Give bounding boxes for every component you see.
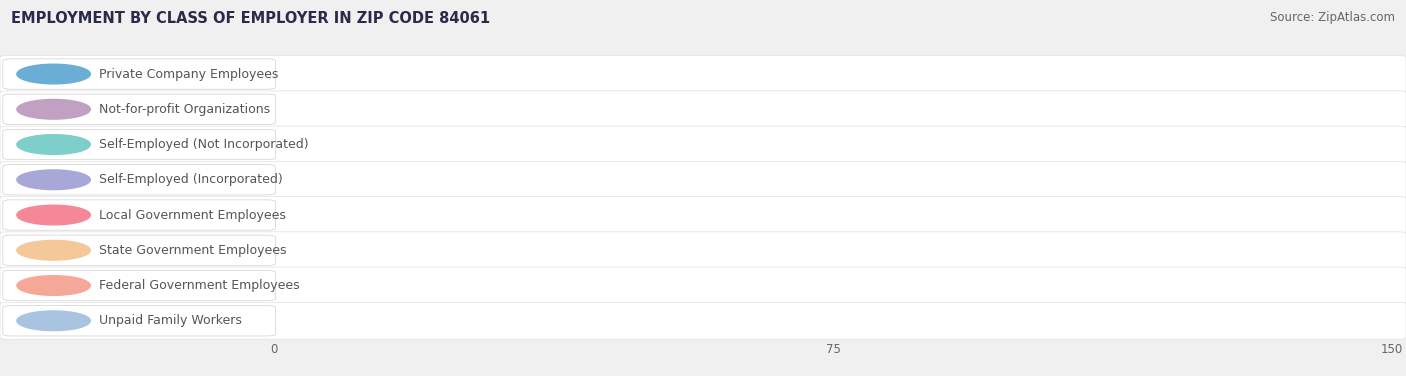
Text: State Government Employees: State Government Employees: [98, 244, 287, 257]
FancyBboxPatch shape: [270, 256, 312, 315]
Text: 9: 9: [353, 209, 360, 221]
Text: Private Company Employees: Private Company Employees: [98, 68, 278, 80]
FancyBboxPatch shape: [270, 150, 389, 209]
Text: 143: 143: [1306, 68, 1329, 80]
Text: 0: 0: [319, 279, 326, 292]
Text: Source: ZipAtlas.com: Source: ZipAtlas.com: [1270, 11, 1395, 24]
Text: 0: 0: [319, 314, 326, 327]
Text: Unpaid Family Workers: Unpaid Family Workers: [98, 314, 242, 327]
Text: Not-for-profit Organizations: Not-for-profit Organizations: [98, 103, 270, 116]
Text: 24: 24: [464, 103, 479, 116]
Text: 15: 15: [396, 173, 412, 186]
FancyBboxPatch shape: [270, 185, 344, 245]
FancyBboxPatch shape: [270, 115, 396, 174]
FancyBboxPatch shape: [270, 80, 457, 139]
FancyBboxPatch shape: [270, 221, 312, 280]
Text: Federal Government Employees: Federal Government Employees: [98, 279, 299, 292]
Text: 0: 0: [319, 244, 326, 257]
Text: Self-Employed (Not Incorporated): Self-Employed (Not Incorporated): [98, 138, 308, 151]
FancyBboxPatch shape: [270, 44, 1344, 104]
Text: Self-Employed (Incorporated): Self-Employed (Incorporated): [98, 173, 283, 186]
Text: EMPLOYMENT BY CLASS OF EMPLOYER IN ZIP CODE 84061: EMPLOYMENT BY CLASS OF EMPLOYER IN ZIP C…: [11, 11, 491, 26]
FancyBboxPatch shape: [270, 291, 312, 350]
Text: Local Government Employees: Local Government Employees: [98, 209, 285, 221]
Text: 16: 16: [405, 138, 419, 151]
